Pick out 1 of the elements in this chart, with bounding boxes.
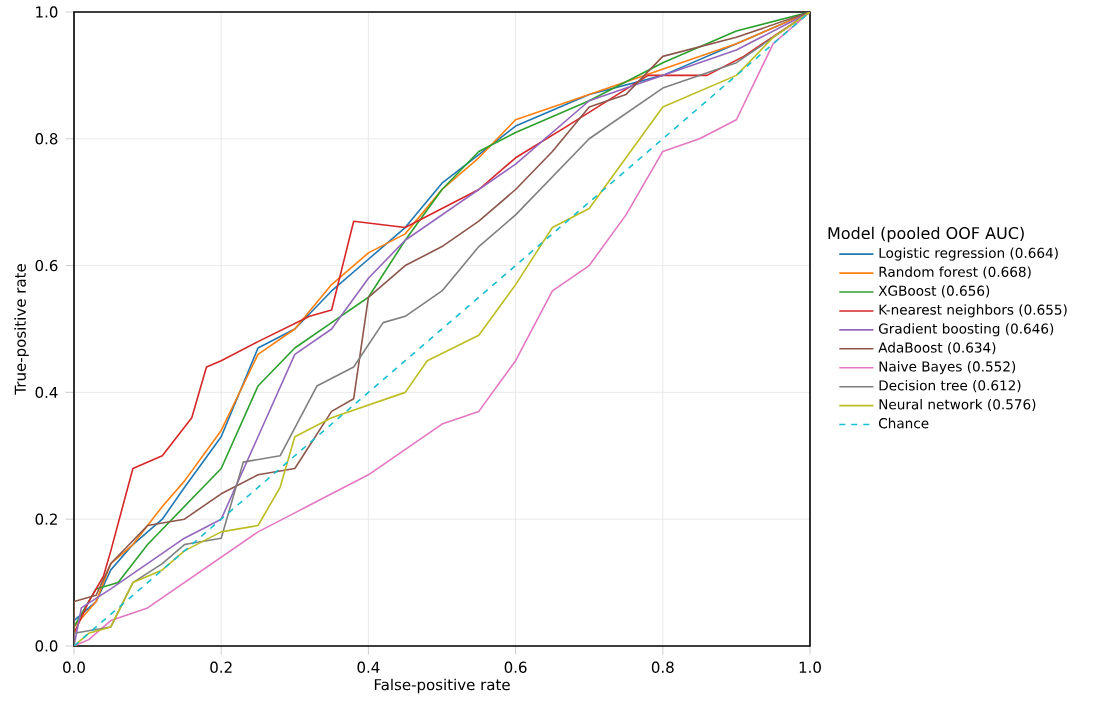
legend-title: Model (pooled OOF AUC) — [828, 226, 1024, 243]
